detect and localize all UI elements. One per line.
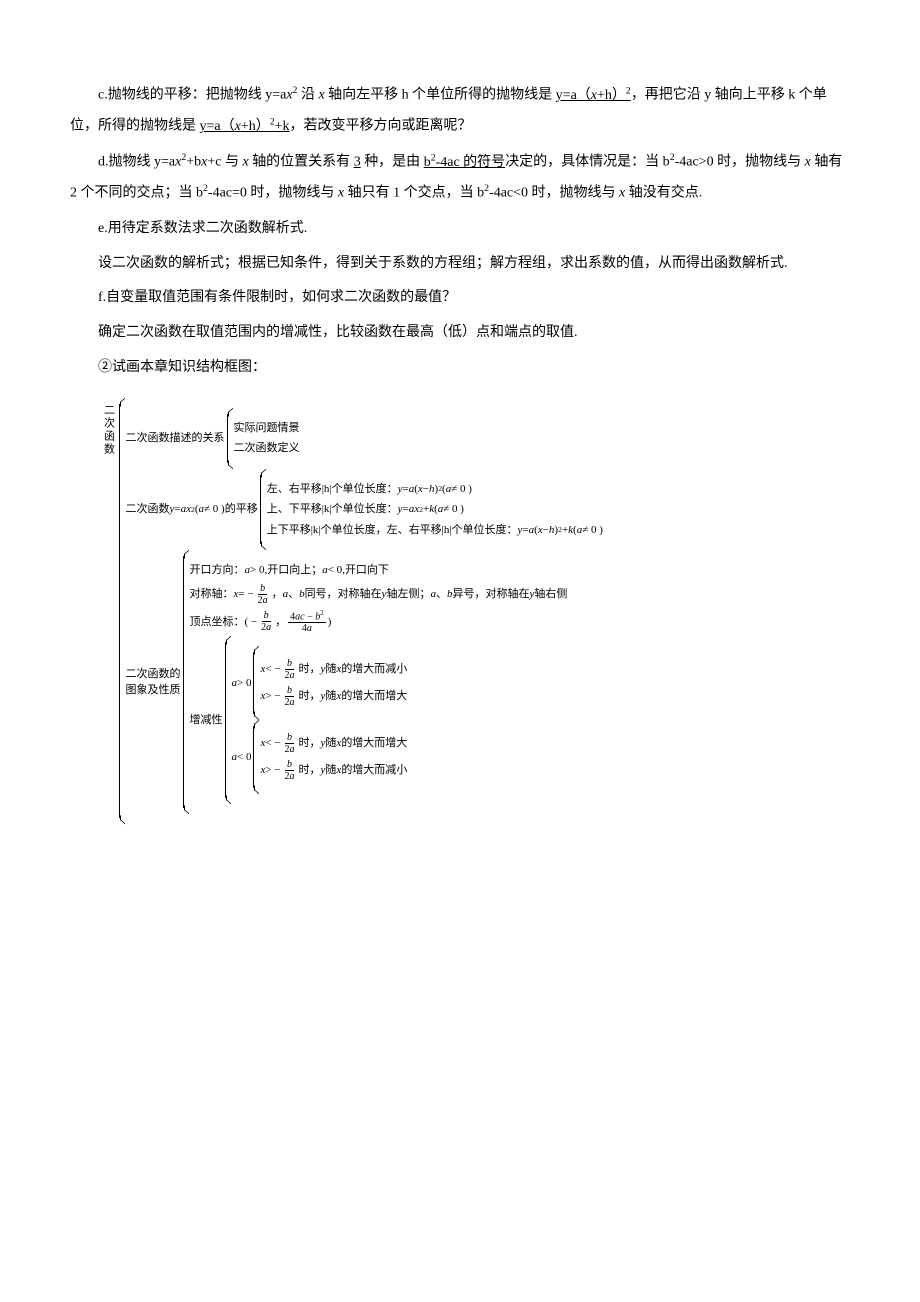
text: 上、下平移|k|个单位长度：	[267, 501, 398, 518]
text: ,开口向下	[342, 562, 389, 579]
paragraph-f: f.自变量取值范围有条件限制时，如何求二次函数的最值？	[70, 283, 850, 314]
sub-bracket: x < −b2a时，y 随 x 的增大而增大 x > −b2a时，y 随 x 的…	[253, 726, 407, 788]
case-a-negative: a < 0 x < −b2a时，y 随 x 的增大而增大 x > −b2a时，y…	[232, 726, 408, 788]
paragraph-d: d.抛物线 y=ax2+bx+c 与 x 轴的位置关系有 3 种，是由 b2-4…	[70, 147, 850, 210]
text: ,开口向上；	[264, 562, 322, 579]
desc-bracket: 实际问题情景 二次函数定义	[227, 414, 300, 463]
text: y=a（	[556, 88, 591, 103]
text: 轴左侧；	[386, 586, 430, 603]
inc-bracket: a > 0 x < −b2a时，y 随 x 的增大而减小 x > −b2a时，y…	[225, 642, 408, 798]
paragraph-f2: 确定二次函数在取值范围内的增减性，比较函数在最高（低）点和端点的取值.	[70, 318, 850, 349]
text: 时，	[299, 735, 321, 752]
text: +c 与	[207, 155, 242, 170]
desc-label: 二次函数描述的关系	[126, 430, 227, 447]
graph-label: 二次函数的 图象及性质	[126, 666, 183, 699]
trans-item: 左、右平移|h|个单位长度：y = a( x − h )2( a ≠ 0 )	[267, 481, 603, 498]
text: 轴右侧	[534, 586, 567, 603]
text: 左、右平移|h|个单位长度：	[267, 481, 398, 498]
text: +h）	[241, 119, 270, 134]
text: 时，	[299, 762, 321, 779]
text: 沿	[297, 88, 318, 103]
text: 二次函数	[126, 501, 170, 518]
mono-item: x < −b2a时，y 随 x 的增大而增大	[260, 732, 407, 755]
paragraph-e2: 设二次函数的解析式；根据已知条件，得到关于系数的方程组；解方程组，求出系数的值，…	[70, 249, 850, 280]
text: 轴只有 1 个交点，当 b	[344, 186, 484, 201]
trans-item: 上下平移|k|个单位长度，左、右平移|h|个单位长度：y = a( x − h …	[267, 522, 603, 539]
section-graph-properties: 二次函数的 图象及性质 开口方向：a > 0,开口向上；a < 0,开口向下 对…	[126, 556, 603, 808]
paragraph-c: c.抛物线的平移：把抛物线 y=ax2 沿 x 轴向左平移 h 个单位所得的抛物…	[70, 80, 850, 143]
text: -4ac<0 时，抛物线与	[489, 186, 619, 201]
trans-item: 上、下平移|k|个单位长度：y = ax2 + k( a ≠ 0 )	[267, 501, 603, 518]
section-monotonicity: 增减性 a > 0 x < −b2a时，y 随 x 的增大而减小	[190, 642, 568, 798]
text: 轴没有交点.	[625, 186, 702, 201]
text: 二次函数的	[126, 666, 181, 683]
cond-label: a > 0	[232, 675, 254, 692]
text: 随	[325, 688, 336, 705]
graph-item: 对称轴：x = −b2a，a、b 同号，对称轴在 y 轴左侧；a、b 异号，对称…	[190, 583, 568, 606]
case-a-positive: a > 0 x < −b2a时，y 随 x 的增大而减小 x > −b2a时，y…	[232, 652, 408, 714]
paragraph-e: e.用待定系数法求二次函数解析式.	[70, 214, 850, 245]
text: 对称轴：	[190, 586, 234, 603]
text: 随	[325, 735, 336, 752]
text: 决定的，具体情况是：当 b	[505, 155, 670, 170]
text: c.抛物线的平移：把抛物线 y=a	[98, 88, 286, 103]
graph-item: 顶点坐标：( −b2a，4ac − b24a)	[190, 610, 568, 634]
knowledge-framework-diagram: 二次函数 二次函数描述的关系 实际问题情景 二次函数定义 二次函	[100, 404, 850, 818]
text: -4ac=0 时，抛物线与	[208, 186, 338, 201]
text: 异号，对称轴在	[452, 586, 529, 603]
text: ，若改变平移方向或距离呢？	[290, 119, 472, 134]
text: y=a（	[200, 119, 235, 134]
sub-bracket: x < −b2a时，y 随 x 的增大而减小 x > −b2a时，y 随 x 的…	[253, 652, 407, 714]
text: 的增大而减小	[341, 762, 407, 779]
text: 顶点坐标：	[190, 614, 245, 631]
text: 时，	[299, 688, 321, 705]
text: +k	[275, 119, 290, 134]
root-label: 二次函数	[100, 404, 119, 818]
text: b	[424, 155, 431, 170]
text: -4ac>0 时，抛物线与	[675, 155, 805, 170]
text: d.抛物线 y=a	[98, 155, 175, 170]
mono-item: x < −b2a时，y 随 x 的增大而减小	[260, 658, 407, 681]
text: 3	[354, 155, 361, 170]
text: 图象及性质	[126, 682, 181, 699]
text: 的增大而增大	[341, 688, 407, 705]
trans-bracket: 左、右平移|h|个单位长度：y = a( x − h )2( a ≠ 0 ) 上…	[260, 475, 603, 545]
text: 开口方向：	[190, 562, 245, 579]
cond-label: a < 0	[232, 749, 254, 766]
text: 随	[325, 661, 336, 678]
text: 轴向左平移 h 个单位所得的抛物线是	[325, 88, 556, 103]
text: +b	[186, 155, 201, 170]
graph-item: 开口方向：a > 0,开口向上；a < 0,开口向下	[190, 562, 568, 579]
graph-bracket: 开口方向：a > 0,开口向上；a < 0,开口向下 对称轴：x = −b2a，…	[183, 556, 568, 808]
paragraph-framework: ②试画本章知识结构框图：	[70, 353, 850, 384]
text: 随	[325, 762, 336, 779]
text: 上下平移|k|个单位长度，左、右平移|h|个单位长度：	[267, 522, 518, 539]
text: +h）	[597, 88, 626, 103]
mono-item: x > −b2a时，y 随 x 的增大而增大	[260, 685, 407, 708]
trans-label: 二次函数 y = ax2( a ≠ 0 ) 的平移	[126, 501, 260, 518]
text: -4ac 的符号	[436, 155, 506, 170]
text: 的平移	[225, 501, 258, 518]
desc-item: 二次函数定义	[234, 440, 300, 457]
section-description: 二次函数描述的关系 实际问题情景 二次函数定义	[126, 414, 603, 463]
inc-label: 增减性	[190, 712, 225, 729]
text: 同号，对称轴在	[305, 586, 382, 603]
text: 种，是由	[361, 155, 424, 170]
text: 的增大而增大	[341, 735, 407, 752]
root-bracket: 二次函数描述的关系 实际问题情景 二次函数定义 二次函数 y = ax2( a …	[119, 404, 603, 818]
text: 的增大而减小	[341, 661, 407, 678]
mono-item: x > −b2a时，y 随 x 的增大而减小	[260, 759, 407, 782]
desc-item: 实际问题情景	[234, 420, 300, 437]
text: 轴的位置关系有	[249, 155, 354, 170]
section-translation: 二次函数 y = ax2( a ≠ 0 ) 的平移 左、右平移|h|个单位长度：…	[126, 475, 603, 545]
text: 时，	[299, 661, 321, 678]
